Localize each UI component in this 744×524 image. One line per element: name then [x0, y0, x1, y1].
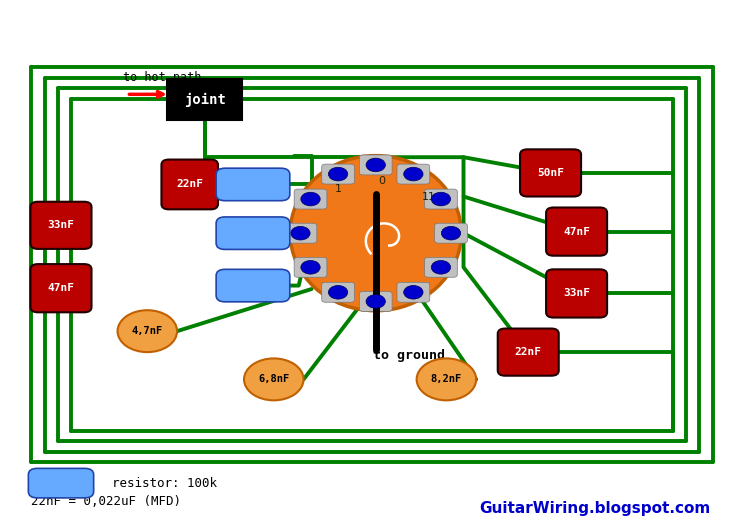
Circle shape: [328, 167, 347, 181]
FancyBboxPatch shape: [217, 269, 290, 302]
Text: 47nF: 47nF: [563, 226, 590, 237]
Text: 11: 11: [423, 191, 436, 202]
FancyBboxPatch shape: [359, 291, 392, 311]
Text: 33nF: 33nF: [48, 220, 74, 231]
Circle shape: [328, 286, 347, 299]
Circle shape: [441, 226, 461, 240]
FancyBboxPatch shape: [425, 257, 458, 277]
Text: 22nF: 22nF: [515, 347, 542, 357]
Text: 1: 1: [335, 183, 342, 194]
FancyBboxPatch shape: [28, 468, 94, 498]
Text: to ground: to ground: [373, 349, 445, 362]
FancyBboxPatch shape: [167, 79, 243, 120]
Text: 8,2nF: 8,2nF: [431, 374, 462, 385]
FancyBboxPatch shape: [546, 269, 607, 318]
Text: joint: joint: [184, 92, 225, 107]
FancyBboxPatch shape: [321, 164, 354, 184]
FancyBboxPatch shape: [31, 264, 92, 312]
Text: 22nF = 0,022uF (MFD): 22nF = 0,022uF (MFD): [31, 496, 182, 508]
FancyBboxPatch shape: [217, 168, 290, 201]
FancyBboxPatch shape: [217, 217, 290, 249]
Circle shape: [291, 226, 310, 240]
Text: 22nF: 22nF: [176, 179, 203, 190]
Circle shape: [118, 310, 177, 352]
Circle shape: [244, 358, 304, 400]
Ellipse shape: [290, 156, 461, 311]
FancyBboxPatch shape: [359, 155, 392, 175]
FancyBboxPatch shape: [425, 189, 458, 209]
Circle shape: [432, 260, 451, 274]
Text: 33nF: 33nF: [563, 288, 590, 299]
FancyBboxPatch shape: [546, 208, 607, 256]
FancyBboxPatch shape: [397, 164, 430, 184]
FancyBboxPatch shape: [498, 329, 559, 376]
Text: 47nF: 47nF: [48, 283, 74, 293]
FancyBboxPatch shape: [294, 257, 327, 277]
FancyBboxPatch shape: [294, 189, 327, 209]
Text: 0: 0: [378, 176, 385, 186]
Circle shape: [404, 286, 423, 299]
FancyBboxPatch shape: [161, 159, 218, 209]
Circle shape: [301, 260, 320, 274]
Text: resistor: 100k: resistor: 100k: [112, 477, 217, 489]
FancyBboxPatch shape: [321, 282, 354, 302]
Circle shape: [366, 158, 385, 172]
Circle shape: [417, 358, 476, 400]
FancyBboxPatch shape: [31, 202, 92, 249]
Circle shape: [301, 192, 320, 206]
Circle shape: [432, 192, 451, 206]
FancyBboxPatch shape: [284, 223, 317, 243]
Circle shape: [404, 167, 423, 181]
Text: GuitarWiring.blogspot.com: GuitarWiring.blogspot.com: [479, 501, 711, 516]
Text: 6,8nF: 6,8nF: [258, 374, 289, 385]
Text: 4,7nF: 4,7nF: [132, 326, 163, 336]
FancyBboxPatch shape: [434, 223, 467, 243]
Text: 50nF: 50nF: [537, 168, 564, 178]
FancyBboxPatch shape: [520, 149, 581, 196]
Text: to hot path: to hot path: [123, 71, 201, 84]
FancyBboxPatch shape: [397, 282, 430, 302]
Circle shape: [366, 294, 385, 308]
